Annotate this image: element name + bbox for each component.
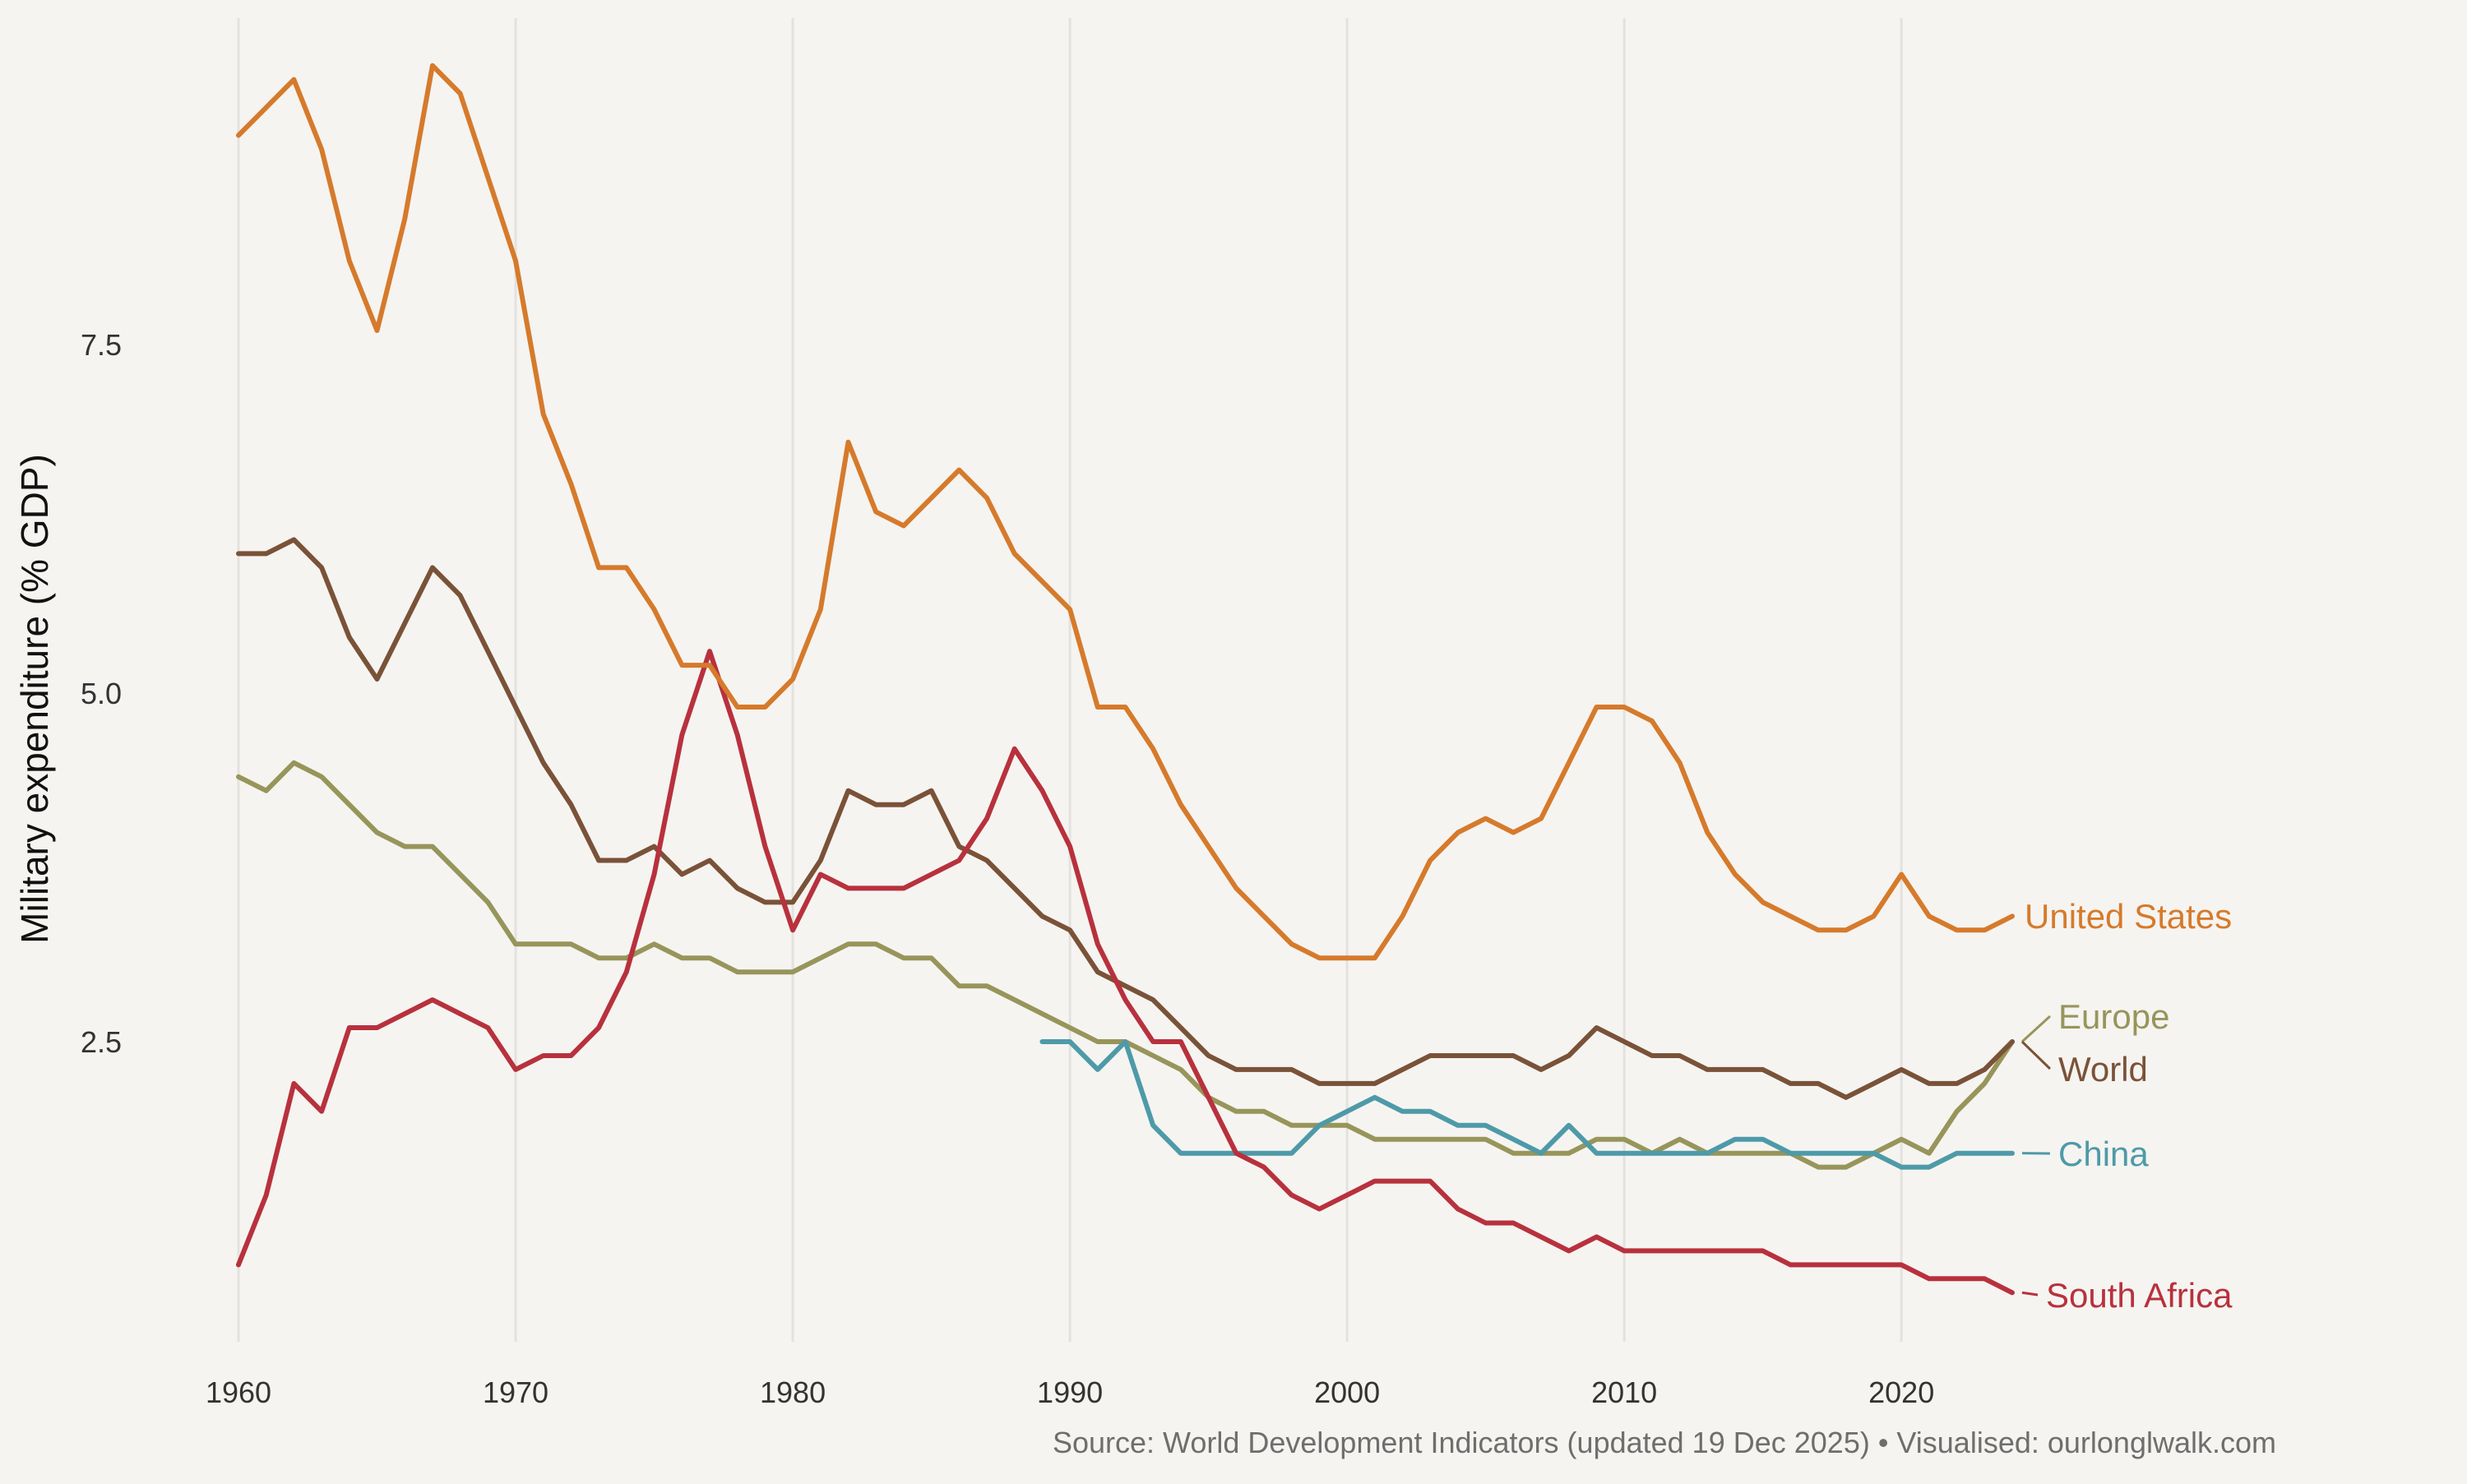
grid <box>238 18 1901 1342</box>
series-line-europe <box>238 763 2012 1167</box>
series-line-world <box>238 539 2012 1097</box>
series-label-world: World <box>2058 1050 2148 1089</box>
series-label-europe: Europe <box>2058 997 2169 1036</box>
series-label-united-states: United States <box>2025 897 2232 936</box>
series-label-china: China <box>2058 1135 2149 1173</box>
leader-line-world <box>2022 1042 2050 1069</box>
y-axis-ticks: 2.5 5.0 7.5 <box>81 328 122 1059</box>
series-labels: United States Europe World China South Afric… <box>2022 897 2233 1315</box>
series-line-united-states <box>238 66 2012 958</box>
leader-line-europe <box>2022 1016 2050 1042</box>
leader-line-south-africa <box>2022 1292 2038 1295</box>
x-tick-label: 1980 <box>760 1375 826 1409</box>
series-lines <box>238 66 2012 1293</box>
x-tick-label: 2020 <box>1868 1375 1934 1409</box>
series-label-south-africa: South Africa <box>2046 1276 2233 1315</box>
x-tick-label: 1960 <box>206 1375 271 1409</box>
x-tick-label: 2010 <box>1591 1375 1657 1409</box>
x-axis-ticks: 1960 1970 1980 1990 2000 2010 2020 <box>206 1375 1934 1409</box>
y-tick-label: 7.5 <box>81 328 122 362</box>
source-caption: Source: World Development Indicators (up… <box>1053 1426 2276 1459</box>
x-tick-label: 2000 <box>1314 1375 1380 1409</box>
x-tick-label: 1970 <box>483 1375 548 1409</box>
series-line-south-africa <box>238 651 2012 1292</box>
y-tick-label: 5.0 <box>81 677 122 710</box>
y-axis-title: Military expenditure (% GDP) <box>13 454 56 944</box>
x-tick-label: 1990 <box>1037 1375 1103 1409</box>
y-tick-label: 2.5 <box>81 1025 122 1059</box>
